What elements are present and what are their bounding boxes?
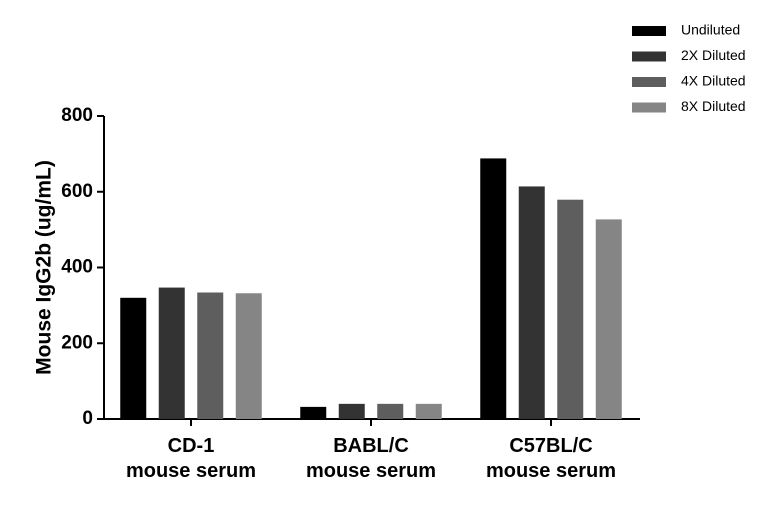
x-tick-label-line: mouse serum: [486, 460, 616, 482]
y-tick-label: 400: [61, 257, 93, 278]
y-axis-label: Mouse IgG2b (ug/mL): [33, 160, 56, 375]
bar-4x-diluted-1: [197, 292, 224, 419]
legend-swatch: [632, 102, 666, 113]
x-axis: CD-1 mouse serum BABL/C mouse serum C57BL/C m…: [103, 418, 640, 482]
legend-label: Undiluted: [681, 22, 740, 38]
x-tick-label: C57BL/C mouse serum: [486, 435, 616, 482]
y-tick-label: 0: [82, 408, 93, 429]
bar-8x-diluted-3: [595, 219, 622, 419]
legend-swatch: [632, 26, 666, 36]
legend-label: 8X Diluted: [681, 98, 746, 114]
bar-2x-diluted-1: [158, 287, 185, 419]
bar-undiluted-1: [120, 297, 147, 419]
bar-2x-diluted-2: [338, 403, 365, 419]
x-tick-label-line: C57BL/C: [509, 435, 592, 457]
legend: Undiluted 2X Diluted 4X Diluted 8X Diluted: [632, 22, 746, 114]
bars: [120, 158, 622, 420]
x-tick-label: CD-1 mouse serum: [126, 435, 256, 482]
legend-label: 2X Diluted: [681, 47, 746, 63]
bar-undiluted-2: [300, 406, 327, 419]
x-tick-label: BABL/C mouse serum: [306, 435, 436, 482]
y-tick-label: 600: [61, 181, 93, 202]
bar-8x-diluted-2: [415, 403, 442, 419]
bar-4x-diluted-3: [557, 199, 584, 419]
bar-4x-diluted-2: [377, 403, 404, 419]
x-tick-label-line: CD-1: [168, 435, 215, 457]
y-tick-label: 200: [61, 332, 93, 353]
bar-8x-diluted-1: [235, 293, 262, 419]
x-tick-label-line: mouse serum: [306, 460, 436, 482]
x-tick-label-line: mouse serum: [126, 460, 256, 482]
x-tick-label-line: BABL/C: [333, 435, 409, 457]
bar-2x-diluted-3: [518, 186, 545, 419]
y-tick-label: 800: [61, 105, 93, 126]
y-axis: 0 200 400 600 800: [61, 105, 105, 429]
legend-swatch: [632, 51, 666, 62]
legend-label: 4X Diluted: [681, 73, 746, 89]
legend-swatch: [632, 77, 666, 87]
bar-undiluted-3: [480, 158, 507, 420]
